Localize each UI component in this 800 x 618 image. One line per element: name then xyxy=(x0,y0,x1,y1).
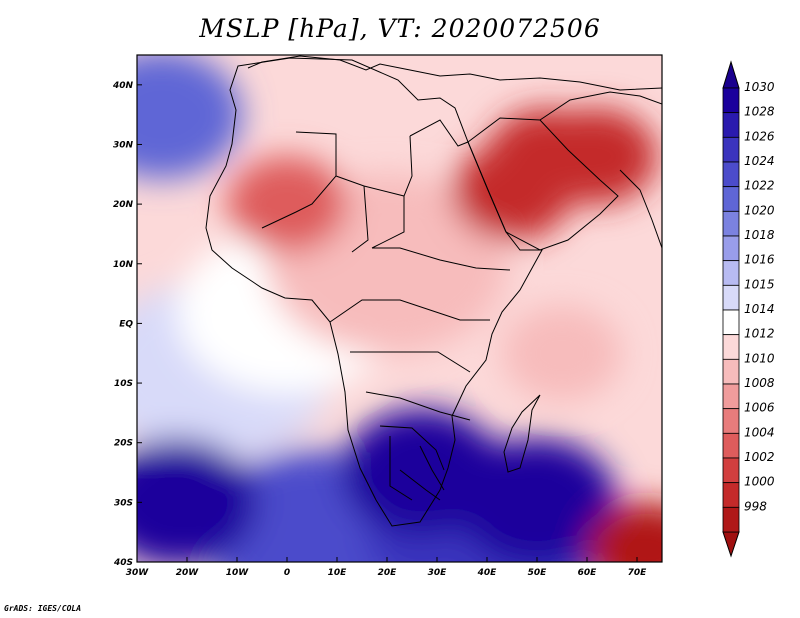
pressure-low xyxy=(587,502,662,562)
latitude-axis: 40N 30N 20N 10N EQ 10S 20S 30S 40S xyxy=(112,81,142,568)
europe-coast xyxy=(247,55,662,91)
colorbar-label: 1006 xyxy=(744,401,775,415)
lon-tick-label: 20W xyxy=(176,568,200,578)
colorbar-label: 1022 xyxy=(744,179,775,193)
colorbar-label: 1028 xyxy=(744,105,775,119)
colorbar-label: 1026 xyxy=(744,129,775,143)
lon-tick-label: 40E xyxy=(477,568,498,578)
colorbar-swatch xyxy=(722,309,740,336)
colorbar-label: 1024 xyxy=(744,154,775,168)
lat-tick-label: 40S xyxy=(113,558,133,568)
lon-tick-label: 10W xyxy=(226,568,250,578)
lat-tick-label: 20S xyxy=(114,439,133,449)
colorbar-label: 1015 xyxy=(744,277,775,291)
colorbar-swatch xyxy=(722,161,740,188)
colorbar-label: 1002 xyxy=(744,450,775,464)
pressure-high xyxy=(137,55,242,179)
lon-tick-label: 30E xyxy=(428,568,448,578)
lat-tick-label: 30N xyxy=(113,140,134,150)
colorbar-swatch xyxy=(722,112,740,138)
colorbar-swatch xyxy=(722,334,740,360)
pressure-high xyxy=(457,438,617,562)
longitude-axis: 30W 20W 10W 0 10E 20E 30E 40E 50E 60E 70E xyxy=(126,557,647,578)
iran-border xyxy=(539,91,662,121)
colorbar-swatch xyxy=(722,186,740,212)
colorbar-label: 1018 xyxy=(744,228,775,242)
colorbar-label: 1014 xyxy=(744,302,775,316)
madagascar-outline xyxy=(503,394,541,473)
pressure-high xyxy=(137,438,257,562)
colorbar-label: 1030 xyxy=(744,80,775,94)
colorbar-swatch xyxy=(722,136,740,163)
colorbar-swatch xyxy=(722,457,740,484)
lat-tick-label: 10S xyxy=(114,379,133,389)
pressure-low xyxy=(502,305,622,402)
plot-frame xyxy=(136,54,663,563)
lon-tick-label: 50E xyxy=(528,568,548,578)
colorbar-label: 1010 xyxy=(744,351,775,365)
lat-tick-label: 30S xyxy=(114,498,133,508)
coastlines xyxy=(205,55,662,527)
colorbar-swatch xyxy=(722,383,740,410)
india-west-coast xyxy=(619,169,662,249)
colorbar-swatch xyxy=(722,408,740,434)
lat-tick-label: 20N xyxy=(113,200,134,210)
colorbar-bottom-arrow xyxy=(722,531,740,558)
colorbar: 1030 1028 1026 1024 1022 1020 1018 1016 1015 1014… xyxy=(722,60,775,558)
colorbar-swatch xyxy=(722,235,740,262)
lat-tick-label: 40N xyxy=(112,81,134,91)
central-borders xyxy=(329,247,511,501)
lat-tick-label: 10N xyxy=(113,260,134,270)
colorbar-label: 998 xyxy=(744,499,767,513)
colorbar-swatch xyxy=(722,260,740,286)
lon-tick-label: 20E xyxy=(378,568,398,578)
grads-credit: GrADS: IGES/COLA xyxy=(4,604,82,613)
colorbar-swatch xyxy=(722,506,740,533)
colorbar-label: 1012 xyxy=(744,327,775,341)
colorbar-swatch xyxy=(722,432,740,459)
colorbar-label: 1020 xyxy=(744,203,775,217)
colorbar-swatch xyxy=(722,482,740,508)
map-title: MSLP [hPa], VT: 2020072506 xyxy=(199,14,601,43)
pressure-low xyxy=(227,156,347,253)
lon-tick-label: 10E xyxy=(328,568,348,578)
pressure-field xyxy=(137,55,662,562)
lon-tick-label: 70E xyxy=(628,568,648,578)
colorbar-swatch xyxy=(722,284,740,311)
southern-borders xyxy=(389,436,445,501)
colorbar-swatch xyxy=(722,210,740,237)
pressure-low xyxy=(537,108,657,205)
colorbar-label: 1004 xyxy=(744,425,775,439)
colorbar-swatch xyxy=(722,358,740,385)
colorbar-label: 1000 xyxy=(744,475,775,489)
colorbar-label: 1008 xyxy=(744,376,775,390)
colorbar-swatch xyxy=(722,87,740,114)
lon-tick-label: 60E xyxy=(578,568,598,578)
colorbar-top-arrow xyxy=(722,60,740,89)
arabia-outline xyxy=(467,117,619,251)
colorbar-label: 1016 xyxy=(744,253,775,267)
africa-coastline xyxy=(205,57,543,527)
lon-tick-label: 30W xyxy=(126,568,150,578)
sahara-borders xyxy=(261,119,469,253)
lat-tick-label: EQ xyxy=(119,319,133,329)
lon-tick-label: 0 xyxy=(284,568,290,578)
